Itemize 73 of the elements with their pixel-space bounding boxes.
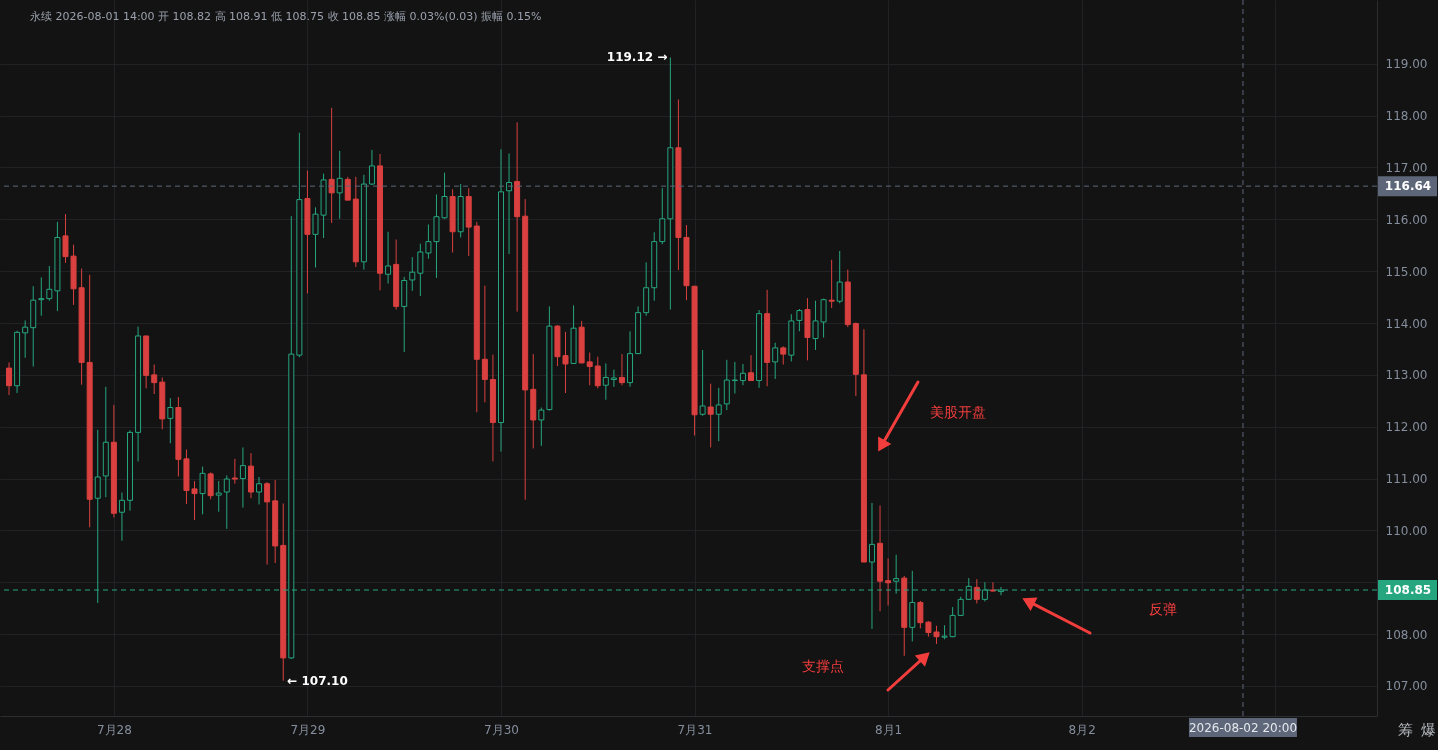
- candlestick: [239, 446, 246, 509]
- candlestick: [731, 361, 738, 395]
- y-tick-label: 111.00: [1385, 472, 1428, 487]
- candlestick: [38, 276, 45, 317]
- candlestick: [264, 481, 271, 566]
- x-tick-label: 7月28: [96, 722, 132, 737]
- candlestick: [748, 354, 754, 382]
- x-tick-label: 8月1: [874, 722, 903, 737]
- candlestick: [409, 256, 416, 292]
- candlestick: [739, 363, 746, 386]
- candlestick: [659, 187, 666, 245]
- candlestick: [538, 407, 545, 447]
- candlestick: [385, 231, 392, 285]
- candlestick: [610, 369, 617, 388]
- ref-line-label: 116.64: [1384, 179, 1432, 194]
- candlestick: [22, 319, 29, 359]
- y-tick-label: 110.00: [1385, 523, 1428, 538]
- candlestick: [885, 557, 892, 607]
- candlestick: [957, 596, 964, 616]
- candlestick: [796, 308, 803, 332]
- candlestick: [836, 250, 843, 304]
- candlestick: [989, 581, 996, 593]
- y-tick-label: 107.00: [1385, 679, 1428, 694]
- candlestick: [715, 387, 722, 442]
- text: 爆: [1420, 721, 1436, 739]
- y-tick-label: 113.00: [1385, 368, 1428, 383]
- candlestick: [780, 345, 787, 365]
- ref-line-label: 2026-08-02 20:00: [1188, 720, 1298, 735]
- y-tick-label: 115.00: [1385, 264, 1428, 279]
- candlestick: [215, 480, 222, 513]
- ref-line-label: 108.85: [1384, 583, 1432, 598]
- y-tick-label: 112.00: [1385, 420, 1428, 435]
- candlestick: [699, 349, 706, 417]
- annotation: 支撑点: [802, 658, 844, 674]
- candlestick: [336, 150, 343, 220]
- annotation: 美股开盘: [930, 404, 986, 420]
- candlestick: [328, 107, 335, 224]
- y-tick-label: 119.00: [1385, 57, 1428, 72]
- y-tick-label: 118.00: [1385, 109, 1428, 124]
- candlestick: [618, 353, 625, 386]
- x-tick-label: 7月29: [290, 722, 326, 737]
- y-tick-label: 116.00: [1385, 212, 1428, 227]
- candlestick: [368, 149, 375, 186]
- candlestick: [6, 361, 13, 396]
- candlestick: [772, 342, 779, 380]
- candlestick: [586, 352, 593, 386]
- text: 永续 2026-08-01 14:00 开 108.82 高 108.91 低 108.75 收 108.85 涨幅 0.03%(0.03) 振幅 0.15%: [30, 10, 542, 23]
- y-tick-label: 108.00: [1385, 627, 1428, 642]
- candlestick: [231, 458, 238, 485]
- candlestick: [707, 383, 714, 448]
- candlestick: [417, 243, 424, 297]
- candlestick: [828, 259, 835, 309]
- candlestick: [167, 397, 174, 444]
- x-tick-label: 7月30: [484, 722, 519, 737]
- candlestick: [199, 466, 206, 515]
- candlestick: [481, 285, 488, 403]
- x-tick-label: 7月31: [677, 722, 713, 737]
- x-tick-label: 8月2: [1068, 722, 1096, 737]
- candlestick: [223, 474, 230, 530]
- candlestick: [602, 362, 609, 401]
- candlestick: [207, 471, 214, 500]
- annotation: 119.12 →: [606, 49, 668, 64]
- annotation: 反弹: [1149, 601, 1177, 617]
- candlestick: [256, 476, 263, 505]
- candlestick: [118, 492, 125, 542]
- text: 筹: [1397, 721, 1413, 739]
- candlestick: [973, 578, 980, 604]
- y-tick-label: 114.00: [1385, 316, 1428, 331]
- candlestick: [594, 356, 601, 389]
- annotation: ← 107.10: [287, 673, 348, 688]
- candlestick: [723, 359, 730, 411]
- candlestick: [151, 363, 158, 395]
- y-tick-label: 117.00: [1385, 160, 1428, 175]
